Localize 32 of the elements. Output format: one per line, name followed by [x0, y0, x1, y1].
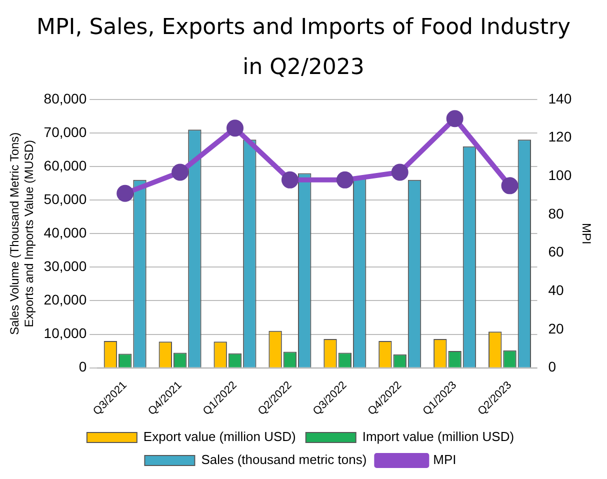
y-tick-label: 70,000	[44, 124, 87, 140]
y2-tick-label: 120	[548, 128, 572, 145]
y-tick-label: 60,000	[44, 157, 87, 174]
legend-label: Export value (million USD)	[143, 429, 296, 444]
y2-tick-label: 40	[548, 282, 564, 298]
y-axis-title: Sales Volume (Thousand Metric Tons) Exports and Imports Value (MUSD)	[8, 132, 36, 335]
point	[281, 171, 298, 188]
y-tick-label: 20,000	[44, 292, 87, 308]
point	[391, 164, 408, 181]
y-tick-label: 50,000	[44, 190, 87, 207]
y2-tick-label: 60	[548, 244, 564, 260]
point	[172, 164, 189, 181]
point	[336, 171, 354, 188]
y2-tick-label: 20	[548, 320, 564, 336]
legend-label: Sales (thousand metric tons)	[201, 452, 367, 468]
y-tick-label: 80,000	[44, 90, 87, 106]
y2-tick-label: 100	[548, 166, 572, 183]
point	[226, 120, 244, 137]
y-tick-label: 30,000	[44, 258, 87, 274]
y2-tick-label: 0	[548, 358, 556, 375]
point	[116, 184, 134, 202]
legend-label: Import value (million USD)	[362, 429, 514, 444]
point	[501, 177, 518, 194]
y2-axis-title: MPI	[579, 222, 594, 244]
point	[446, 110, 464, 128]
y-tick-label: 0	[78, 358, 87, 375]
y-tick-label: 10,000	[44, 325, 87, 342]
chart-title: MPI, Sales, Exports and Imports of Food Industry in Q2/2023	[35, 14, 572, 82]
y2-tick-label: 140	[548, 90, 572, 106]
legend-label: MPI	[433, 452, 456, 468]
y2-tick-label: 80	[548, 205, 564, 222]
y-tick-label: 40,000	[44, 224, 87, 240]
